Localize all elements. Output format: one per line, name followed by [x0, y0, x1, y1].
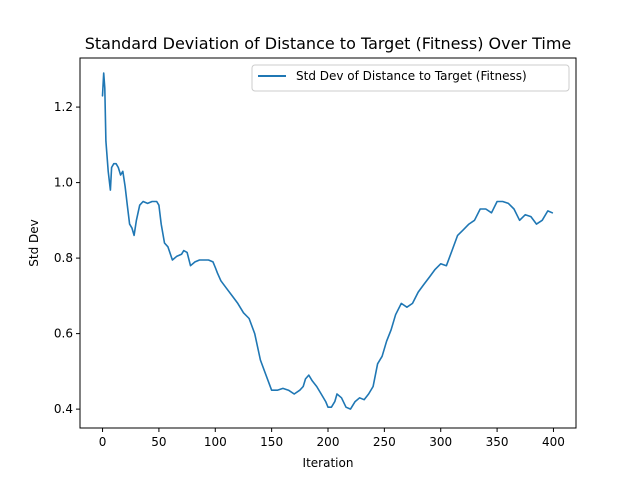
- x-tick-label: 150: [260, 435, 283, 449]
- x-tick-label: 250: [373, 435, 396, 449]
- x-tick-label: 0: [99, 435, 107, 449]
- x-tick-label: 50: [151, 435, 166, 449]
- series-group: [101, 72, 554, 410]
- legend-box: [251, 64, 570, 92]
- y-tick-label: 0.4: [54, 402, 73, 416]
- legend-label: Std Dev of Distance to Target (Fitness): [296, 69, 527, 83]
- y-tick-label: 1.2: [54, 100, 73, 114]
- y-tick-label: 1.0: [54, 176, 73, 190]
- series-line: [101, 72, 554, 410]
- x-tick-label: 350: [486, 435, 509, 449]
- y-tick-label: 0.6: [54, 327, 73, 341]
- x-tick-label: 400: [542, 435, 565, 449]
- x-tick-label: 200: [317, 435, 340, 449]
- plot-area: 0 50 100 150 200 250 300 350 400 0.4 0.6 0.8 1.0 1.2: [54, 57, 577, 449]
- x-tick-label: 300: [429, 435, 452, 449]
- y-axis-label: Std Dev: [27, 219, 41, 266]
- chart-title: Standard Deviation of Distance to Target…: [85, 34, 572, 53]
- legend: Std Dev of Distance to Target (Fitness): [251, 64, 570, 92]
- x-axis-label: Iteration: [303, 456, 354, 470]
- y-tick-label: 0.8: [54, 251, 73, 265]
- x-axis-ticks: 0 50 100 150 200 250 300 350 400: [99, 428, 565, 449]
- y-axis-ticks: 0.4 0.6 0.8 1.0 1.2: [54, 100, 80, 416]
- x-tick-label: 100: [204, 435, 227, 449]
